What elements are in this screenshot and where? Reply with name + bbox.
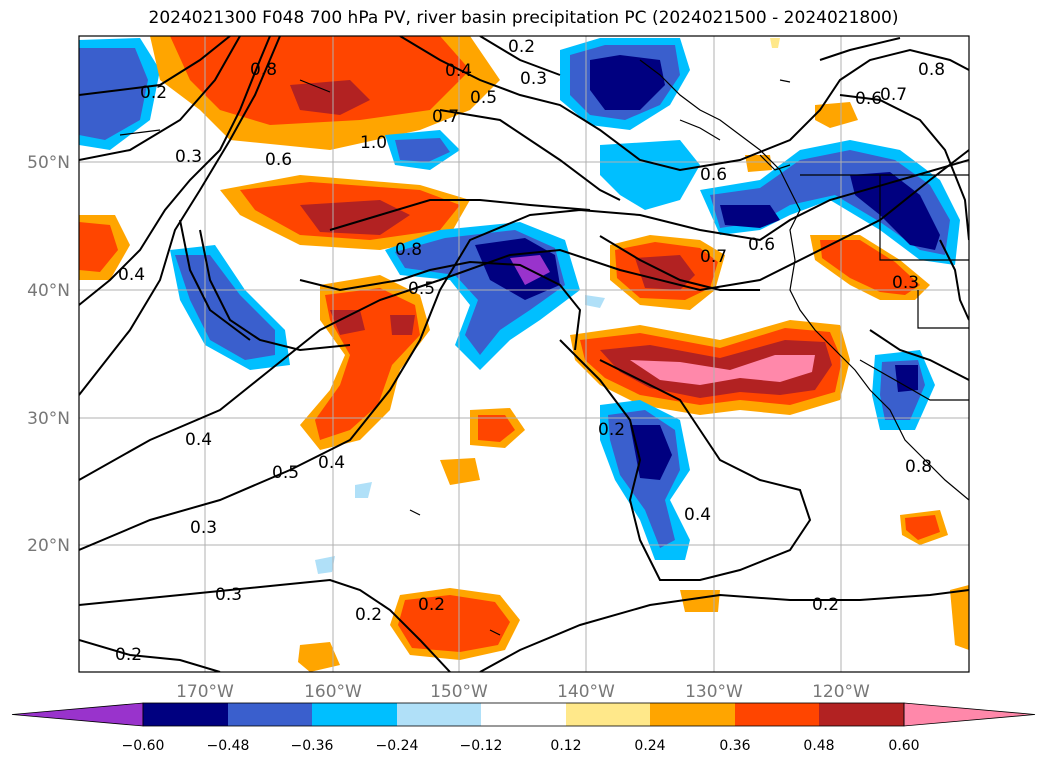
colorbar-tick-label: −0.60 — [122, 738, 165, 754]
graticule — [79, 36, 969, 672]
colorbar-tick-label: 0.36 — [719, 738, 750, 754]
colorbar-segment — [481, 703, 566, 726]
contour-label: 0.2 — [355, 605, 382, 625]
contour-label: 0.3 — [892, 273, 919, 293]
contour-label: 0.4 — [118, 265, 145, 285]
contour-label: 0.4 — [445, 61, 472, 81]
map-frame — [78, 35, 970, 673]
colorbar-tick-label: 0.24 — [634, 738, 665, 754]
colorbar-segment — [312, 703, 397, 726]
contour-label: 0.3 — [190, 518, 217, 538]
contour-label: 0.7 — [432, 107, 459, 127]
contour-label: 0.4 — [185, 430, 212, 450]
contour-label: 0.6 — [265, 150, 292, 170]
contour-label: 0.3 — [520, 69, 547, 89]
colorbar-tick-labels: −0.60 −0.48 −0.36 −0.24 −0.12 0.12 0.24 … — [122, 738, 920, 754]
contour-label: 0.4 — [684, 505, 711, 525]
lat-label-30n: 30°N — [27, 409, 70, 429]
contour-label: 0.5 — [408, 279, 435, 299]
pv-contours — [79, 36, 969, 672]
contour-label: 0.4 — [318, 453, 345, 473]
colorbar-segment — [735, 703, 819, 726]
lon-label-140w: 140°W — [557, 682, 615, 702]
contour-label: 0.2 — [812, 595, 839, 615]
lon-label-150w: 150°W — [430, 682, 488, 702]
precipitation-pc-shading — [79, 36, 969, 672]
contour-label: 0.3 — [215, 585, 242, 605]
colorbar-tick-label: 0.60 — [888, 738, 919, 754]
contour-label: 0.7 — [880, 85, 907, 105]
colorbar-segment — [566, 703, 650, 726]
contour-label: 0.2 — [418, 595, 445, 615]
contour-label: 0.5 — [272, 463, 299, 483]
contour-label: 0.6 — [855, 89, 882, 109]
colorbar-tick-label: −0.36 — [291, 738, 334, 754]
contour-label-group: 0.2 0.3 0.4 0.4 0.5 0.4 0.3 0.3 0.2 0.2 … — [115, 37, 945, 665]
lat-label-50n: 50°N — [27, 153, 70, 173]
colorbar-tick-label: −0.24 — [376, 738, 419, 754]
colorbar-segment — [228, 703, 312, 726]
longitude-labels: 170°W 160°W 150°W 140°W 130°W 120°W — [176, 682, 870, 702]
colorbar-tick-label: −0.48 — [207, 738, 250, 754]
colorbar-extend-high — [903, 702, 1036, 727]
contour-label: 0.3 — [175, 147, 202, 167]
contour-label: 0.5 — [470, 88, 497, 108]
lon-label-120w: 120°W — [812, 682, 870, 702]
contour-label: 0.8 — [918, 60, 945, 80]
colorbar-segment — [397, 703, 481, 726]
colorbar-frame — [142, 702, 905, 727]
colorbar-tick-label: 0.12 — [550, 738, 581, 754]
colorbar-segment — [143, 703, 228, 726]
map-title: 2024021300 F048 700 hPa PV, river basin … — [148, 8, 899, 28]
coastlines — [119, 59, 969, 636]
contour-label: 0.6 — [748, 235, 775, 255]
colorbar-segment — [819, 703, 904, 726]
latitude-labels: 50°N 40°N 30°N 20°N — [27, 153, 70, 556]
contour-label: 0.2 — [598, 420, 625, 440]
contour-label: 0.8 — [250, 60, 277, 80]
contour-label: 0.2 — [508, 37, 535, 57]
colorbar-extend-low — [11, 702, 144, 727]
contour-label: 0.2 — [140, 83, 167, 103]
colorbar-segments — [11, 702, 1036, 727]
contour-label: 0.8 — [395, 240, 422, 260]
map-plot-area: 0.2 0.3 0.4 0.4 0.5 0.4 0.3 0.3 0.2 0.2 … — [79, 36, 969, 672]
lon-label-170w: 170°W — [176, 682, 234, 702]
lon-label-160w: 160°W — [304, 682, 362, 702]
contour-label: 1.0 — [360, 133, 387, 153]
contour-label: 0.8 — [905, 457, 932, 477]
colorbar-tick-label: 0.48 — [803, 738, 834, 754]
colorbar-tick-label: −0.12 — [460, 738, 503, 754]
colorbar-segment — [650, 703, 735, 726]
lon-label-130w: 130°W — [685, 682, 743, 702]
lat-label-40n: 40°N — [27, 281, 70, 301]
contour-label: 0.6 — [700, 165, 727, 185]
contour-label: 0.7 — [700, 247, 727, 267]
lat-label-20n: 20°N — [27, 536, 70, 556]
colorbar: −0.60 −0.48 −0.36 −0.24 −0.12 0.12 0.24 … — [11, 702, 1036, 754]
contour-label: 0.2 — [115, 645, 142, 665]
